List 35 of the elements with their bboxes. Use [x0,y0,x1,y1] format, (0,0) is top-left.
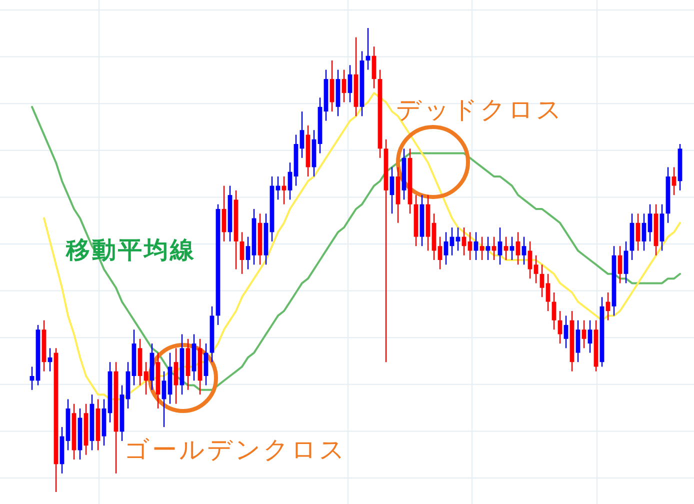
candlestick [636,213,640,252]
candlestick [288,162,292,200]
candlestick [588,320,592,354]
candlestick [648,204,652,242]
candlestick [246,236,250,270]
candlestick [240,232,244,275]
candlestick [546,273,550,312]
candlestick [516,232,520,266]
candlestick [342,69,346,103]
candlestick [330,60,334,112]
candlestick [204,342,208,386]
candlestick [444,232,448,266]
candlestick [618,245,622,284]
candlestick [438,236,442,270]
candlestick [390,166,394,214]
candlestick [348,64,352,103]
candlestick [642,213,646,252]
candlestick [564,315,568,349]
candlestick [582,320,586,349]
candlestick [174,348,178,404]
candlestick [222,185,226,242]
candlestick [162,370,166,428]
candlestick [672,166,676,196]
candlestick [552,292,556,330]
candlestick [300,110,304,159]
candlestick [540,264,544,298]
candlestick [576,320,580,363]
candlestick [498,226,502,266]
candlestick [624,240,628,284]
candlestick [372,46,376,89]
candlestick [534,254,538,284]
annotation: デッドクロス [396,95,564,124]
annotation: ゴールデンクロス [124,435,347,464]
candlestick [522,236,526,266]
candlestick [528,240,532,280]
